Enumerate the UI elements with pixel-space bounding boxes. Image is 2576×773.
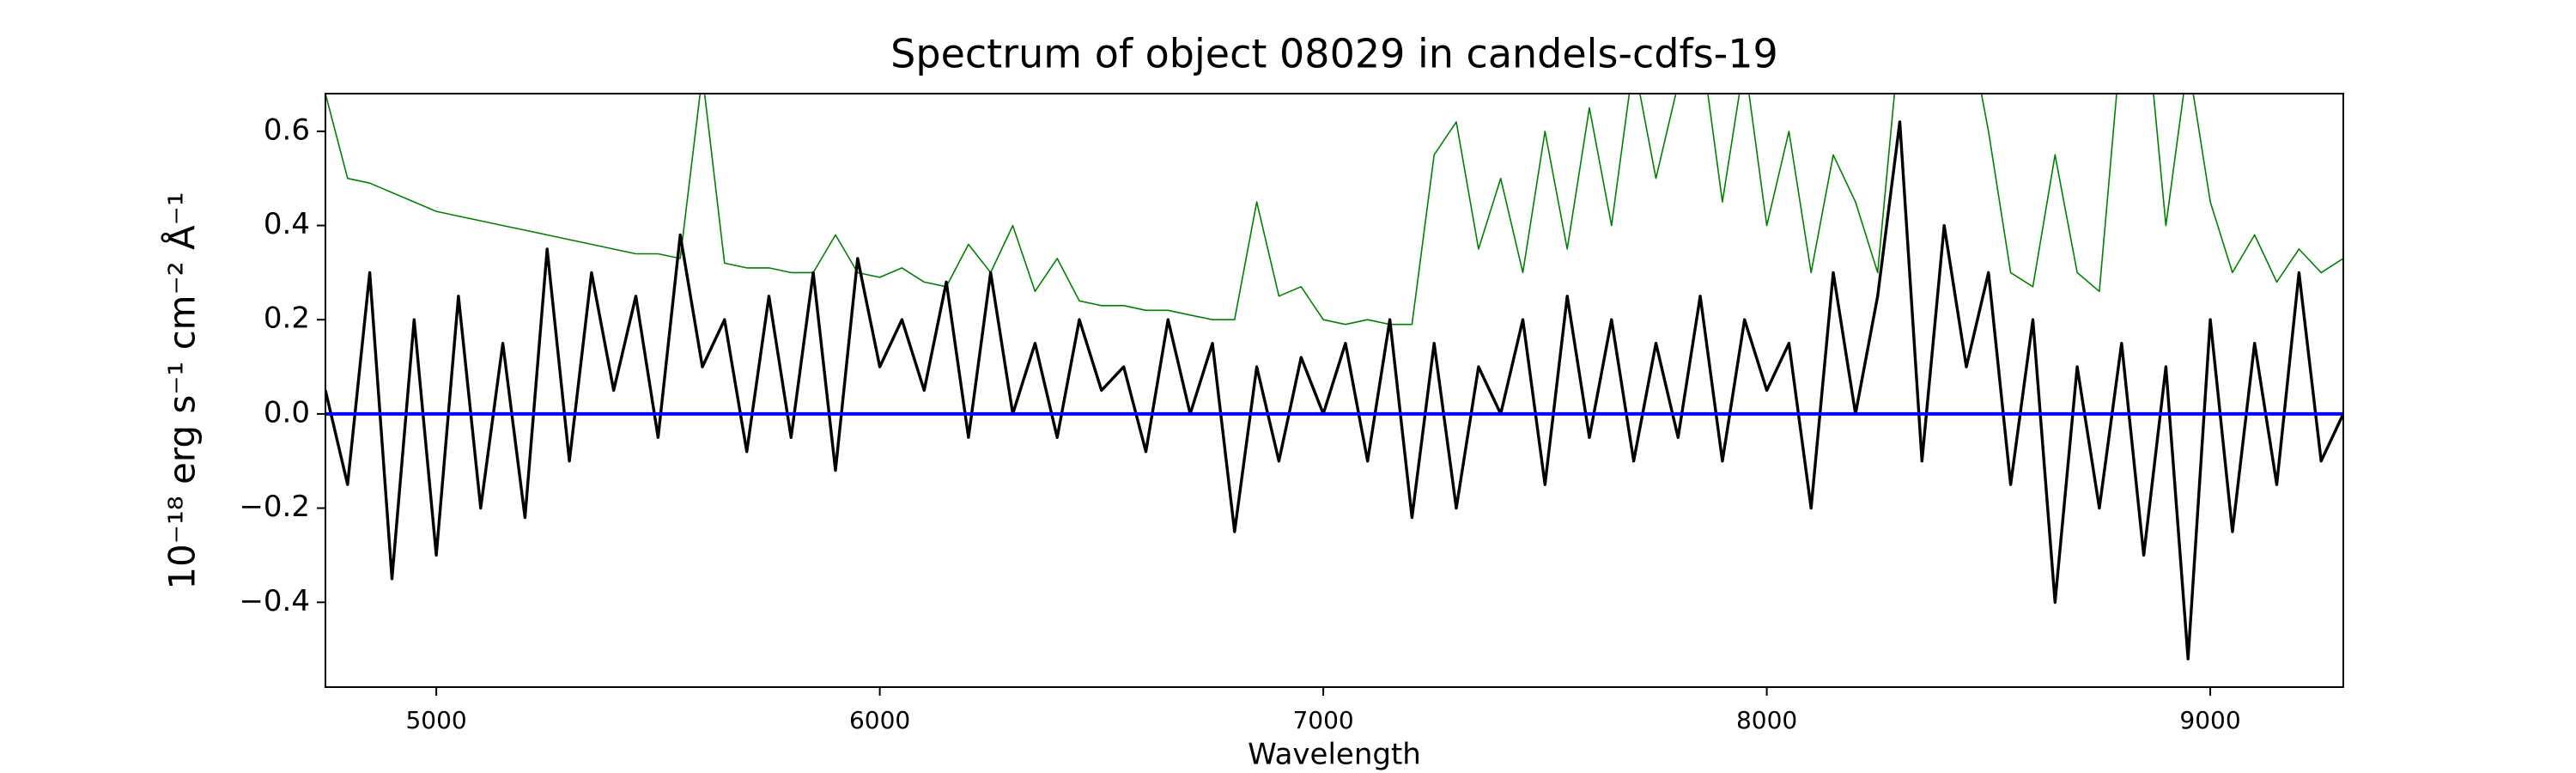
y-tick-label: −0.4	[239, 584, 310, 618]
spectrum-line	[325, 120, 2343, 660]
y-tick-label: −0.2	[239, 490, 310, 524]
chart-title: Spectrum of object 08029 in candels-cdfs…	[890, 31, 1778, 77]
y-tick-label: 0.0	[264, 395, 310, 429]
axes-frame	[325, 93, 2344, 688]
x-tick-label: 5000	[405, 706, 466, 734]
plot-area	[325, 94, 2343, 660]
x-axis-label: Wavelength	[1248, 738, 1421, 772]
x-tick-label: 9000	[2179, 706, 2240, 734]
y-tick-label: 0.6	[264, 113, 310, 147]
x-tick-label: 7000	[1292, 706, 1353, 734]
y-tick-label: 0.2	[264, 301, 310, 336]
x-tick-label: 8000	[1736, 706, 1797, 734]
y-tick-label: 0.4	[264, 207, 310, 241]
spectrum-line	[325, 94, 2343, 326]
x-tick-label: 6000	[849, 706, 910, 734]
y-axis-label: 10⁻¹⁸ erg s⁻¹ cm⁻² Å⁻¹	[161, 192, 204, 589]
axes: −0.4 −0.2 0.0 0.2 0.4 0.6 5000 6000 7000 8000 9000	[239, 93, 2344, 734]
